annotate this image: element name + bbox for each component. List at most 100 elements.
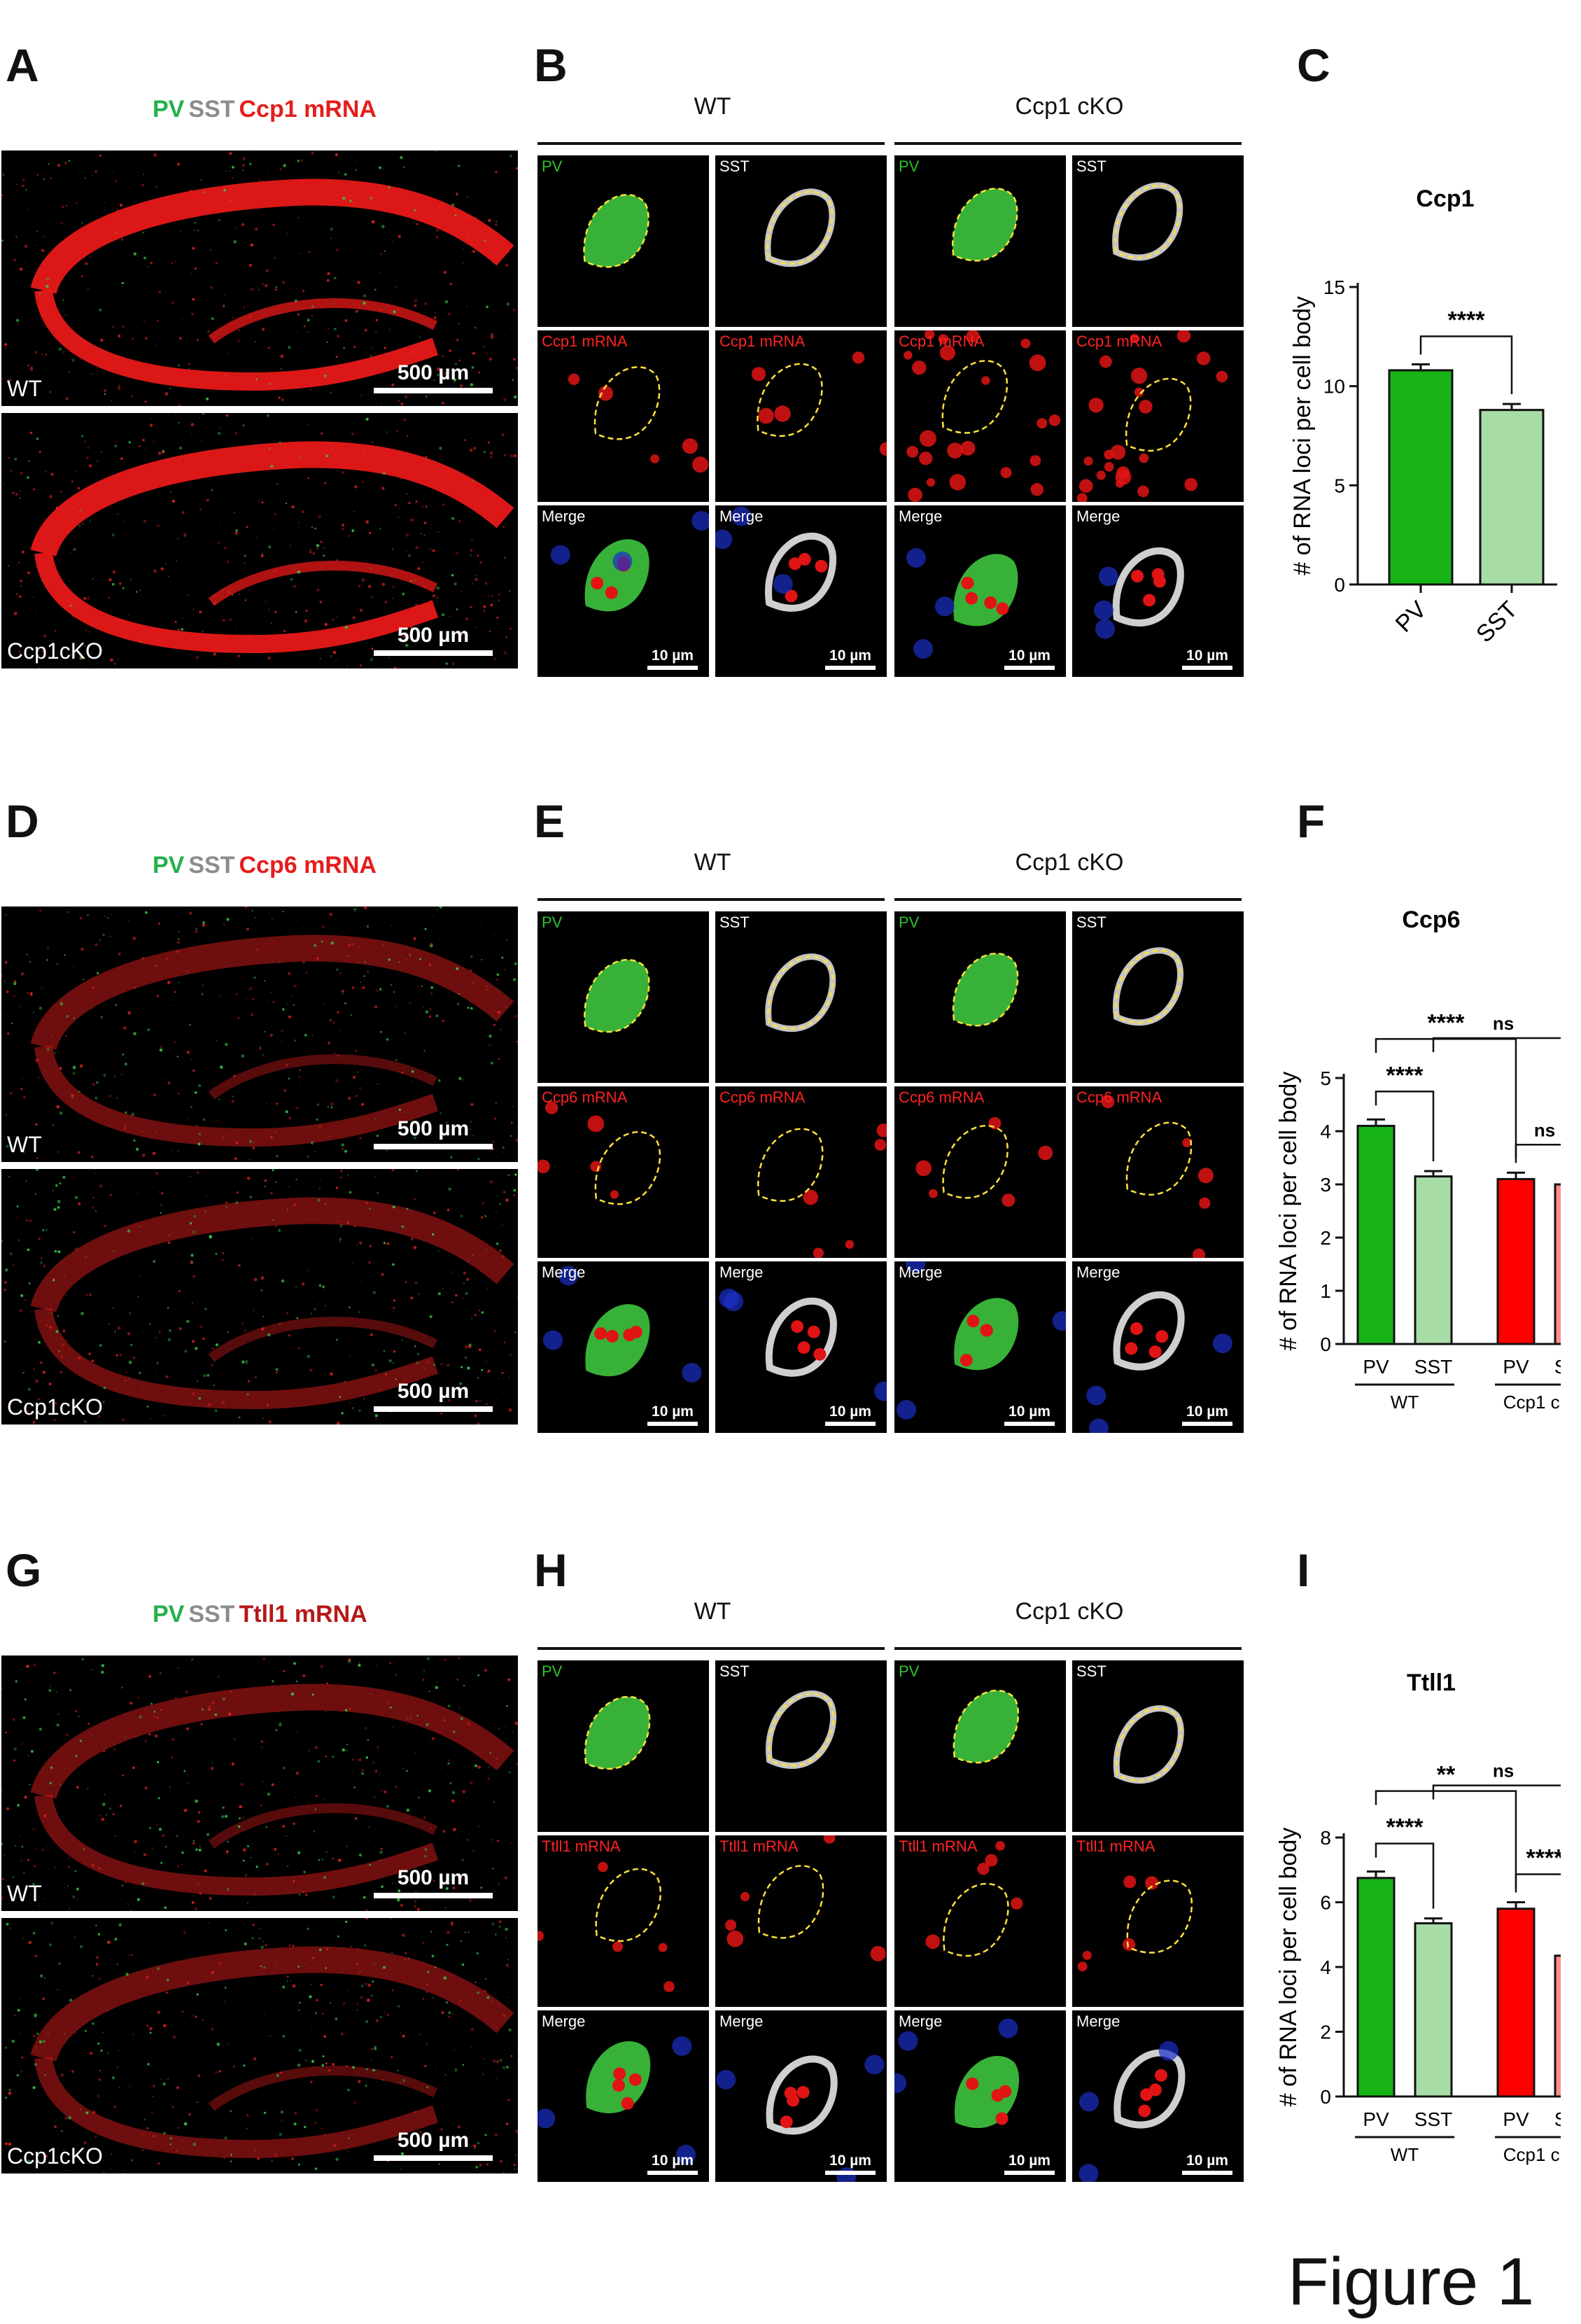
tile-scale-bar	[647, 1422, 698, 1426]
tile-scale-label: 10 µm	[1186, 1404, 1228, 1420]
bar-chart: Ccp1 0 5 10 15 # of RNA loci per cell body PV S…	[1281, 175, 1561, 665]
channel-name: SST	[188, 96, 235, 122]
micrograph-tile: Ccp6 mRNA	[537, 1086, 709, 1258]
genotype-label: WT	[7, 1881, 42, 1906]
tile-scale-bar	[1004, 2171, 1055, 2175]
hippocampus-image: WT 500 µm	[1, 150, 518, 406]
figure-label: Figure 1	[1288, 2244, 1535, 2319]
x-tick-label: PV	[1503, 1356, 1529, 1378]
tile-channel-label: Merge	[719, 2012, 764, 2030]
y-tick-label: 3	[1320, 1174, 1331, 1196]
tile-channel-label: Merge	[542, 507, 586, 525]
tile-channel-label: PV	[899, 158, 920, 175]
tile-channel-label: Ccp6 mRNA	[1076, 1088, 1162, 1106]
tile-scale-bar	[1004, 1422, 1055, 1426]
y-tick-label: 0	[1334, 574, 1345, 596]
micrograph-tile: SST	[1072, 155, 1244, 327]
group-label: Ccp1 cKO	[1503, 2144, 1561, 2165]
channel-name: Ccp1 mRNA	[239, 96, 377, 122]
tile-channel-label: Ccp1 mRNA	[899, 332, 985, 350]
hippocampus-image: Ccp1cKO 500 µm	[1, 413, 518, 668]
group-header: WT	[694, 93, 731, 120]
y-tick-label: 5	[1320, 1068, 1331, 1089]
micrograph-tile: Ttll1 mRNA	[715, 1835, 887, 2007]
significance-bracket	[1419, 335, 1513, 395]
scale-bar-label: 500 µm	[397, 624, 470, 647]
genotype-label: WT	[7, 376, 42, 401]
tile-channel-label: Merge	[542, 1264, 586, 1281]
tile-channel-label: Merge	[542, 2012, 586, 2030]
tile-channel-label: Ttll1 mRNA	[1076, 1837, 1155, 1855]
tile-scale-label: 10 µm	[1009, 2152, 1051, 2169]
panel-label: A	[6, 39, 39, 91]
tile-channel-label: PV	[542, 158, 563, 175]
tile-channel-label: Ccp1 mRNA	[542, 332, 628, 350]
micrograph-tile: SST	[715, 1660, 887, 1832]
micrograph-tile: Merge 10 µm	[894, 1261, 1066, 1433]
tile-scale-bar	[825, 666, 876, 670]
group-header: WT	[694, 849, 731, 876]
tile-scale-bar	[825, 1422, 876, 1426]
micrograph-tile: Merge 10 µm	[1072, 505, 1244, 677]
tile-scale-label: 10 µm	[829, 648, 871, 664]
group-rule	[537, 142, 885, 145]
bar	[1388, 369, 1454, 586]
tile-scale-bar	[1182, 1422, 1232, 1426]
y-tick-label: 8	[1320, 1827, 1331, 1849]
hippocampus-image: Ccp1cKO 500 µm	[1, 1169, 518, 1424]
tile-channel-label: Ccp1 mRNA	[1076, 332, 1162, 350]
tile-scale-bar	[647, 2171, 698, 2175]
bar	[1554, 1954, 1581, 2098]
micrograph-tile: Merge 10 µm	[537, 505, 709, 677]
tile-scale-label: 10 µm	[829, 1404, 871, 1420]
micrograph-tile: Ttll1 mRNA	[537, 1835, 709, 2007]
channel-legend: PV SST Ccp1 mRNA	[153, 96, 377, 123]
micrograph-tile: Merge 10 µm	[894, 2010, 1066, 2182]
micrograph-tile: PV	[537, 911, 709, 1083]
significance-label: ****	[1526, 1845, 1561, 1872]
tile-scale-bar	[1182, 666, 1232, 670]
significance-label: ns	[1534, 1119, 1555, 1140]
scale-bar	[374, 1893, 493, 1898]
y-tick-label: 0	[1320, 2086, 1331, 2108]
group-label: Ccp1 cKO	[1503, 1392, 1561, 1413]
y-tick-label: 6	[1320, 1892, 1331, 1914]
significance-label: ****	[1386, 1814, 1424, 1841]
scale-bar-label: 500 µm	[397, 361, 470, 384]
chart-title: Ccp6	[1402, 906, 1460, 933]
tile-scale-label: 10 µm	[652, 648, 694, 664]
bar	[1356, 1877, 1396, 2098]
tile-scale-bar	[1182, 2171, 1232, 2175]
scale-bar	[374, 1406, 493, 1412]
channel-legend: PV SST Ttll1 mRNA	[153, 1601, 367, 1628]
group-rule	[894, 898, 1242, 901]
tile-channel-label: Merge	[719, 1264, 764, 1281]
tile-channel-label: Ttll1 mRNA	[719, 1837, 799, 1855]
micrograph-tile: Merge 10 µm	[537, 2010, 709, 2182]
panel-label: H	[534, 1544, 568, 1596]
micrograph-tile: Ccp6 mRNA	[1072, 1086, 1244, 1258]
tile-scale-bar	[825, 2171, 876, 2175]
bar	[1496, 1177, 1536, 1345]
tile-scale-bar	[647, 666, 698, 670]
bar	[1356, 1124, 1396, 1345]
significance-bracket	[1432, 1037, 1575, 1168]
micrograph-tile: Ccp1 mRNA	[537, 330, 709, 502]
tile-scale-label: 10 µm	[1009, 1404, 1051, 1420]
chart-title: Ttll1	[1407, 1670, 1456, 1696]
significance-label: ****	[1428, 1009, 1466, 1036]
channel-name: PV	[153, 852, 185, 878]
tile-channel-label: PV	[542, 1662, 563, 1680]
tile-channel-label: Merge	[899, 507, 943, 525]
tile-channel-label: Merge	[1076, 1264, 1120, 1281]
micrograph-tile: SST	[715, 155, 887, 327]
hippocampus-image: Ccp1cKO 500 µm	[1, 1918, 518, 2174]
micrograph-tile: Ccp1 mRNA	[894, 330, 1066, 502]
y-tick-label: 1	[1320, 1280, 1331, 1302]
group-rule	[537, 898, 885, 901]
x-tick-label: PV	[1391, 596, 1432, 638]
hippocampus-image: WT 500 µm	[1, 906, 518, 1162]
y-tick-label: 2	[1320, 1227, 1331, 1249]
significance-label: ns	[1493, 1013, 1514, 1034]
micrograph-tile: Ttll1 mRNA	[894, 1835, 1066, 2007]
